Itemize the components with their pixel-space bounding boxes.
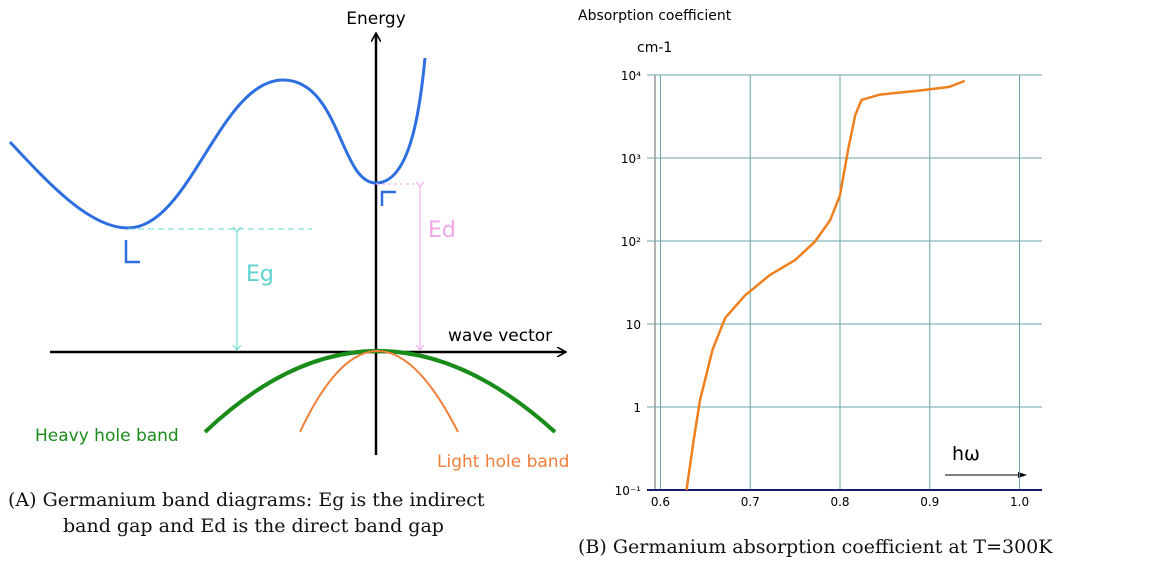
light-hole-band — [299, 350, 459, 433]
absorption-chart: Absorption coefficient cm-1 hω (B) Germa… — [578, 8, 1053, 558]
conduction-band — [8, 57, 427, 230]
y-tick-label: 10³ — [621, 152, 641, 166]
x-tick-label: 0.6 — [651, 495, 670, 509]
x-tick-label: 0.9 — [920, 495, 939, 509]
y-tick-label: 10⁻¹ — [615, 484, 642, 498]
l-point-mark — [124, 240, 140, 264]
axis-label: Energy — [346, 9, 406, 29]
gap-label: Ed — [428, 218, 456, 243]
gap-label: Eg — [246, 262, 274, 287]
x-tick-label: 0.7 — [741, 495, 760, 509]
y-axis-unit: cm-1 — [637, 40, 672, 56]
band-label: Heavy hole band — [35, 426, 179, 446]
x-tick-label: 0.8 — [830, 495, 849, 509]
gamma-point-mark — [380, 190, 396, 206]
x-tick-label: 1.0 — [1010, 495, 1029, 509]
data-line — [685, 79, 966, 491]
y-tick-label: 1 — [633, 401, 641, 415]
caption: (B) Germanium absorption coefficient at … — [578, 536, 1053, 558]
y-tick-label: 10 — [626, 318, 641, 332]
caption: (A) Germanium band diagrams: Eg is the i… — [8, 489, 485, 511]
caption: band gap and Ed is the direct band gap — [63, 515, 444, 537]
y-tick-label: 10⁴ — [621, 69, 641, 83]
band-diagram: Energy wave vector Eg Ed Heavy hole band… — [8, 9, 569, 537]
band-label: Light hole band — [437, 452, 569, 472]
heavy-hole-band — [203, 349, 557, 434]
y-tick-label: 10² — [621, 235, 641, 249]
y-axis-label: Absorption coefficient — [578, 8, 732, 24]
annotation: hω — [952, 443, 980, 465]
axis-label: wave vector — [448, 326, 552, 346]
